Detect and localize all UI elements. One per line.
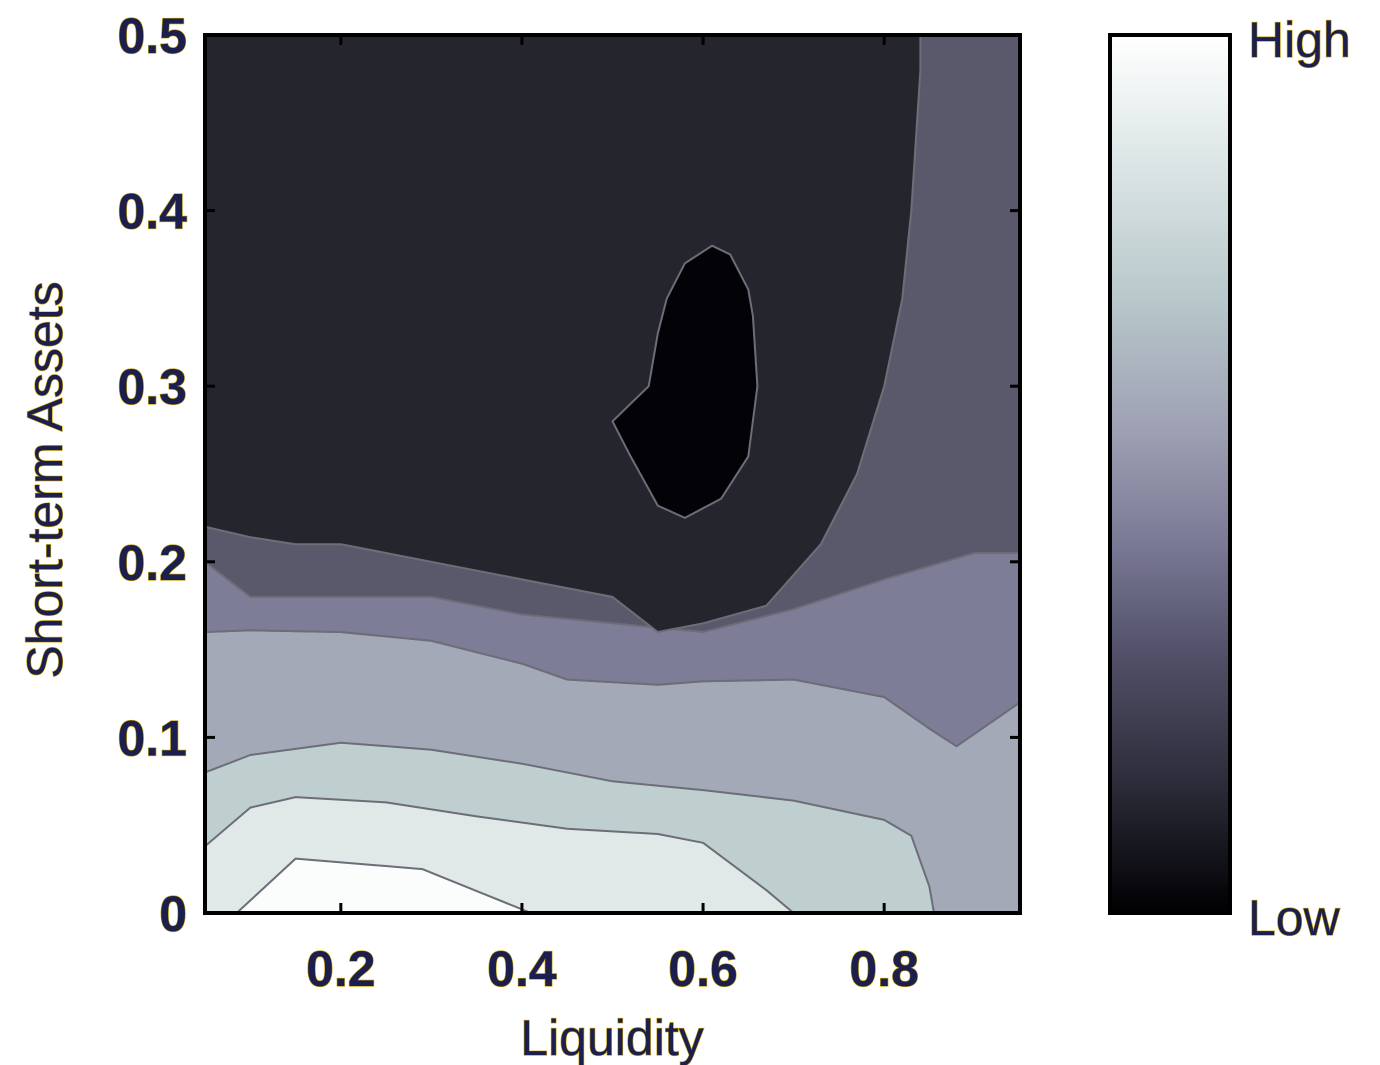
x-tick-label: 0.2 — [306, 941, 376, 997]
y-axis-title: Short-term Assets — [17, 281, 73, 678]
y-tick-label: 0 — [159, 886, 187, 942]
colorbar: High Low — [1110, 12, 1351, 946]
y-tick-label: 0.1 — [117, 710, 187, 766]
colorbar-low-label: Low — [1248, 890, 1341, 946]
contour-level-6 — [205, 35, 920, 632]
x-axis-title: Liquidity — [520, 1010, 703, 1065]
y-tick-label: 0.3 — [117, 359, 187, 415]
x-tick-label: 0.6 — [668, 941, 738, 997]
y-tick-label: 0.5 — [117, 8, 187, 64]
y-tick-label: 0.2 — [117, 535, 187, 591]
colorbar-gradient — [1110, 35, 1230, 913]
y-tick-label: 0.4 — [117, 184, 187, 240]
x-tick-label: 0.4 — [487, 941, 557, 997]
plot-area — [205, 35, 1020, 913]
x-tick-label: 0.8 — [849, 941, 919, 997]
colorbar-high-label: High — [1248, 12, 1351, 68]
